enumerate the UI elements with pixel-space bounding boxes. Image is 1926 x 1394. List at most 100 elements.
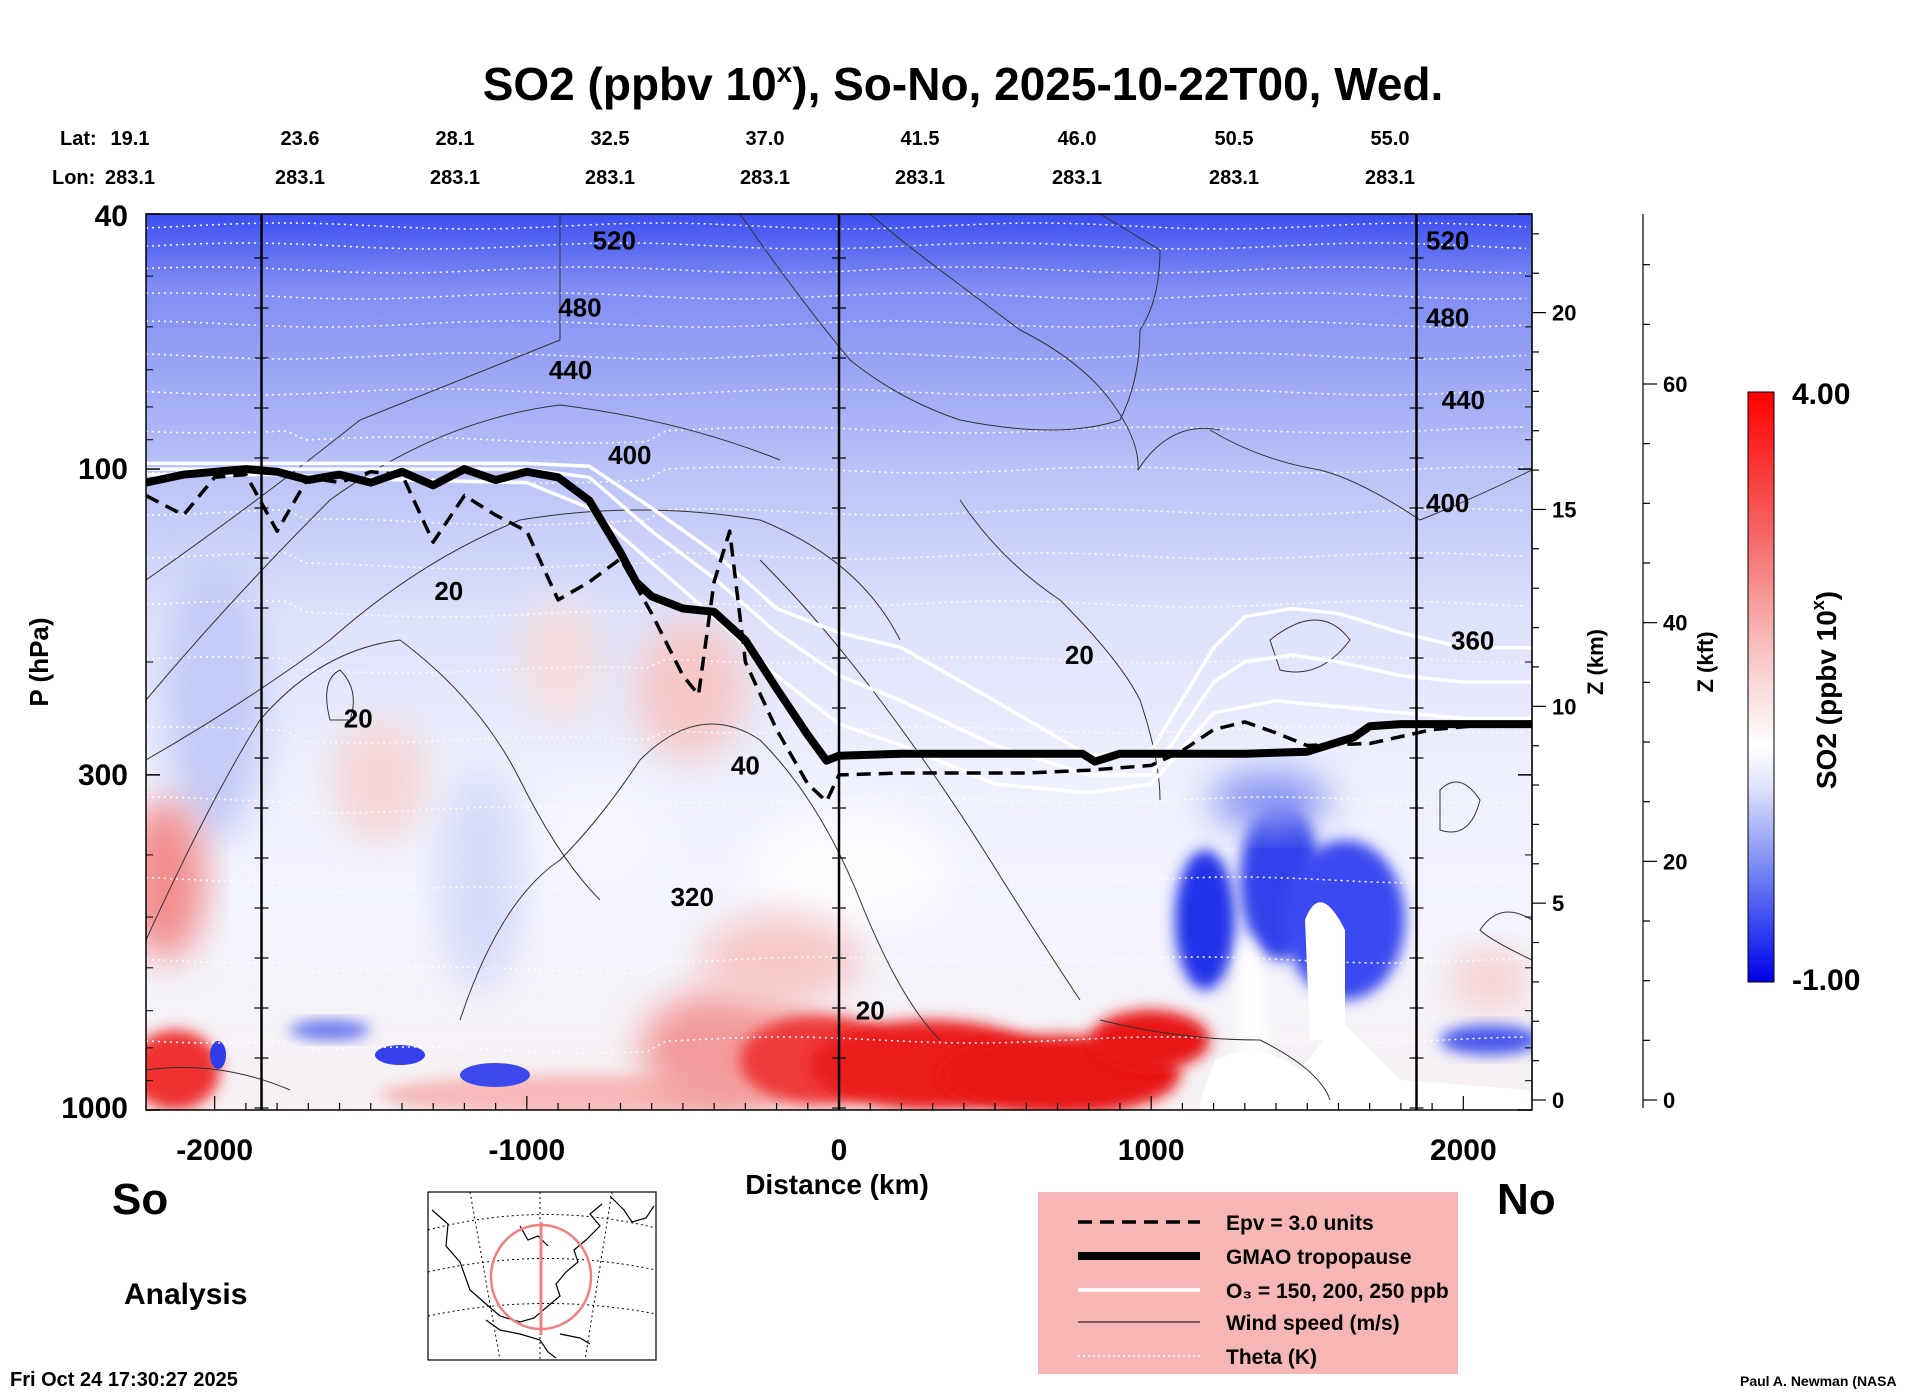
lat-value: 41.5 bbox=[901, 128, 940, 150]
lat-value: 55.0 bbox=[1371, 128, 1410, 150]
theta-contour bbox=[146, 320, 1527, 328]
colorbar-max-label: 4.00 bbox=[1792, 378, 1850, 411]
lat-value: 37.0 bbox=[746, 128, 785, 150]
lon-value: 283.1 bbox=[1209, 167, 1259, 189]
theta-label: 520 bbox=[593, 226, 636, 256]
colorbar-min-label: -1.00 bbox=[1792, 964, 1860, 997]
colorbar bbox=[1747, 391, 1775, 983]
lon-value: 283.1 bbox=[895, 167, 945, 189]
south-label: So bbox=[112, 1175, 168, 1224]
tropopause-line bbox=[146, 465, 1532, 766]
z-km-axis: 0 5 10 15 20 bbox=[1531, 226, 1576, 1113]
theta-contour bbox=[146, 242, 1527, 250]
inset-map bbox=[427, 1191, 657, 1361]
lat-value: 32.5 bbox=[591, 128, 630, 150]
contour-labels: 520 480 440 400 520 480 440 400 360 320 20 20 40 20 20 bbox=[344, 226, 1495, 1026]
lat-value: 50.5 bbox=[1215, 128, 1254, 150]
north-label: No bbox=[1497, 1175, 1556, 1224]
y-axis: 40 100 300 1000 bbox=[61, 200, 1532, 1125]
timestamp: Fri Oct 24 17:30:27 2025 bbox=[10, 1369, 238, 1391]
y-tick-label: 300 bbox=[78, 759, 128, 792]
z-km-tick-label: 0 bbox=[1552, 1088, 1564, 1113]
theta-contours bbox=[146, 222, 1527, 1054]
tropopause-contour bbox=[146, 465, 1532, 766]
colorbar-label: SO2 (ppbv 10x) bbox=[1808, 591, 1842, 789]
lon-label: Lon: bbox=[52, 167, 95, 189]
lon-value: 283.1 bbox=[105, 167, 155, 189]
coastline bbox=[431, 1195, 655, 1359]
y-axis-label: P (hPa) bbox=[24, 617, 54, 706]
x-tick-label: -1000 bbox=[488, 1134, 565, 1167]
wind-label: 20 bbox=[434, 576, 463, 606]
wind-speed-contour bbox=[1439, 781, 1481, 833]
chart-title: SO2 (ppbv 10x), So-No, 2025-10-22T00, We… bbox=[483, 57, 1444, 110]
z-km-label: Z (km) bbox=[1583, 629, 1608, 695]
y-tick-label: 40 bbox=[95, 200, 128, 233]
lon-value: 283.1 bbox=[430, 167, 480, 189]
so2-field bbox=[146, 560, 1532, 1110]
wind-speed-contours bbox=[146, 214, 1532, 1101]
legend-label-ozone: O₃ = 150, 200, 250 ppb bbox=[1226, 1280, 1449, 1303]
wind-speed-contour bbox=[869, 214, 1221, 471]
wind-speed-contour bbox=[459, 723, 941, 1041]
theta-label: 480 bbox=[558, 293, 601, 323]
lat-value: 46.0 bbox=[1058, 128, 1097, 150]
wind-speed-contour bbox=[146, 214, 561, 581]
wind-label: 20 bbox=[1065, 640, 1094, 670]
wind-label: 20 bbox=[856, 996, 885, 1026]
legend-label-wind: Wind speed (m/s) bbox=[1226, 1312, 1400, 1335]
lat-label: Lat: bbox=[60, 128, 97, 150]
wind-speed-contour bbox=[1209, 429, 1532, 521]
section-vertical-lines bbox=[254, 214, 1424, 1110]
theta-contour bbox=[146, 222, 1527, 230]
wind-speed-contour bbox=[326, 669, 354, 721]
wind-speed-contour bbox=[1269, 619, 1351, 673]
lon-value: 283.1 bbox=[1052, 167, 1102, 189]
wind-speed-contour bbox=[146, 404, 781, 701]
legend-label-tropopause: GMAO tropopause bbox=[1226, 1246, 1412, 1269]
legend: Epv = 3.0 units GMAO tropopause O₃ = 150… bbox=[1038, 1192, 1458, 1374]
legend-label-theta: Theta (K) bbox=[1226, 1346, 1317, 1369]
theta-label: 440 bbox=[1442, 385, 1485, 415]
x-tick-label: 2000 bbox=[1430, 1134, 1497, 1167]
z-kft-axis: 0 20 40 60 bbox=[1642, 214, 1687, 1113]
z-kft-label: Z (kft) bbox=[1693, 631, 1718, 692]
lon-value: 283.1 bbox=[740, 167, 790, 189]
lon-value: 283.1 bbox=[275, 167, 325, 189]
wind-speed-contour bbox=[1099, 1019, 1331, 1101]
wind-speed-contour bbox=[146, 1067, 291, 1091]
lat-value: 28.1 bbox=[436, 128, 475, 150]
lon-value: 283.1 bbox=[1365, 167, 1415, 189]
wind-speed-contour bbox=[1479, 911, 1532, 961]
z-kft-tick-label: 20 bbox=[1663, 849, 1687, 874]
theta-contour bbox=[146, 266, 1527, 274]
z-km-tick-label: 10 bbox=[1552, 694, 1576, 719]
ozone-contour bbox=[146, 461, 1532, 758]
lon-value: 283.1 bbox=[585, 167, 635, 189]
plot-area: 520 480 440 400 520 480 440 400 360 320 20 20 40 20 20 bbox=[146, 214, 1532, 1110]
z-kft-tick-label: 60 bbox=[1663, 372, 1687, 397]
theta-label: 520 bbox=[1426, 226, 1469, 256]
theta-label: 400 bbox=[1426, 488, 1469, 518]
legend-label-epv: Epv = 3.0 units bbox=[1226, 1212, 1374, 1235]
theta-label: 400 bbox=[608, 440, 651, 470]
x-axis-label: Distance (km) bbox=[745, 1169, 929, 1200]
lat-value: 19.1 bbox=[111, 128, 150, 150]
y-tick-label: 100 bbox=[78, 453, 128, 486]
theta-contour bbox=[146, 292, 1527, 300]
theta-contour bbox=[146, 352, 1527, 360]
wind-speed-contour bbox=[146, 509, 901, 761]
x-tick-label: 1000 bbox=[1118, 1134, 1185, 1167]
credit: Paul A. Newman (NASA bbox=[1740, 1373, 1897, 1389]
z-km-tick-label: 5 bbox=[1552, 891, 1564, 916]
theta-label: 360 bbox=[1451, 625, 1494, 655]
theta-label: 440 bbox=[549, 355, 592, 385]
wind-speed-contour bbox=[146, 639, 601, 941]
y-tick-label: 1000 bbox=[61, 1092, 128, 1125]
x-tick-label: 0 bbox=[831, 1134, 848, 1167]
lat-value: 23.6 bbox=[281, 128, 320, 150]
z-km-tick-label: 15 bbox=[1552, 497, 1576, 522]
wind-label: 40 bbox=[731, 750, 760, 780]
x-axis: -2000 -1000 0 1000 2000 bbox=[176, 1096, 1497, 1167]
